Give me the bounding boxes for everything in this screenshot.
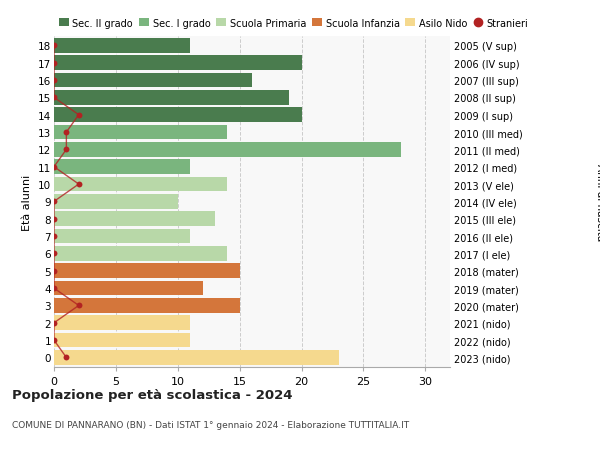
Point: [49, 43, 59, 50]
Bar: [54, 73, 252, 88]
Bar: [54, 91, 289, 106]
Text: Popolazione per età scolastica - 2024: Popolazione per età scolastica - 2024: [12, 388, 293, 401]
Legend: Sec. II grado, Sec. I grado, Scuola Primaria, Scuola Infanzia, Asilo Nido, Stran: Sec. II grado, Sec. I grado, Scuola Prim…: [59, 18, 529, 28]
Text: COMUNE DI PANNARANO (BN) - Dati ISTAT 1° gennaio 2024 - Elaborazione TUTTITALIA.: COMUNE DI PANNARANO (BN) - Dati ISTAT 1°…: [12, 420, 409, 429]
Point: [74, 112, 83, 119]
Point: [49, 337, 59, 344]
Point: [49, 216, 59, 223]
Bar: [54, 143, 401, 157]
Point: [49, 268, 59, 275]
Point: [49, 60, 59, 67]
Bar: [54, 350, 338, 365]
Bar: [54, 281, 203, 296]
Point: [49, 95, 59, 102]
Bar: [54, 229, 190, 244]
Bar: [54, 195, 178, 209]
Y-axis label: Anni di nascita: Anni di nascita: [595, 163, 600, 241]
Point: [49, 198, 59, 206]
Bar: [54, 333, 190, 348]
Bar: [54, 125, 227, 140]
Bar: [54, 39, 190, 54]
Bar: [54, 316, 190, 330]
Point: [62, 354, 71, 361]
Point: [49, 250, 59, 257]
Point: [49, 164, 59, 171]
Bar: [54, 160, 190, 175]
Point: [49, 285, 59, 292]
Bar: [54, 177, 227, 192]
Y-axis label: Età alunni: Età alunni: [22, 174, 32, 230]
Bar: [54, 108, 302, 123]
Point: [62, 129, 71, 136]
Point: [49, 77, 59, 84]
Bar: [54, 56, 302, 71]
Bar: [54, 264, 239, 279]
Bar: [54, 212, 215, 227]
Point: [62, 146, 71, 154]
Point: [49, 319, 59, 327]
Point: [49, 233, 59, 240]
Point: [74, 302, 83, 309]
Bar: [54, 246, 227, 261]
Bar: [54, 298, 239, 313]
Point: [74, 181, 83, 188]
